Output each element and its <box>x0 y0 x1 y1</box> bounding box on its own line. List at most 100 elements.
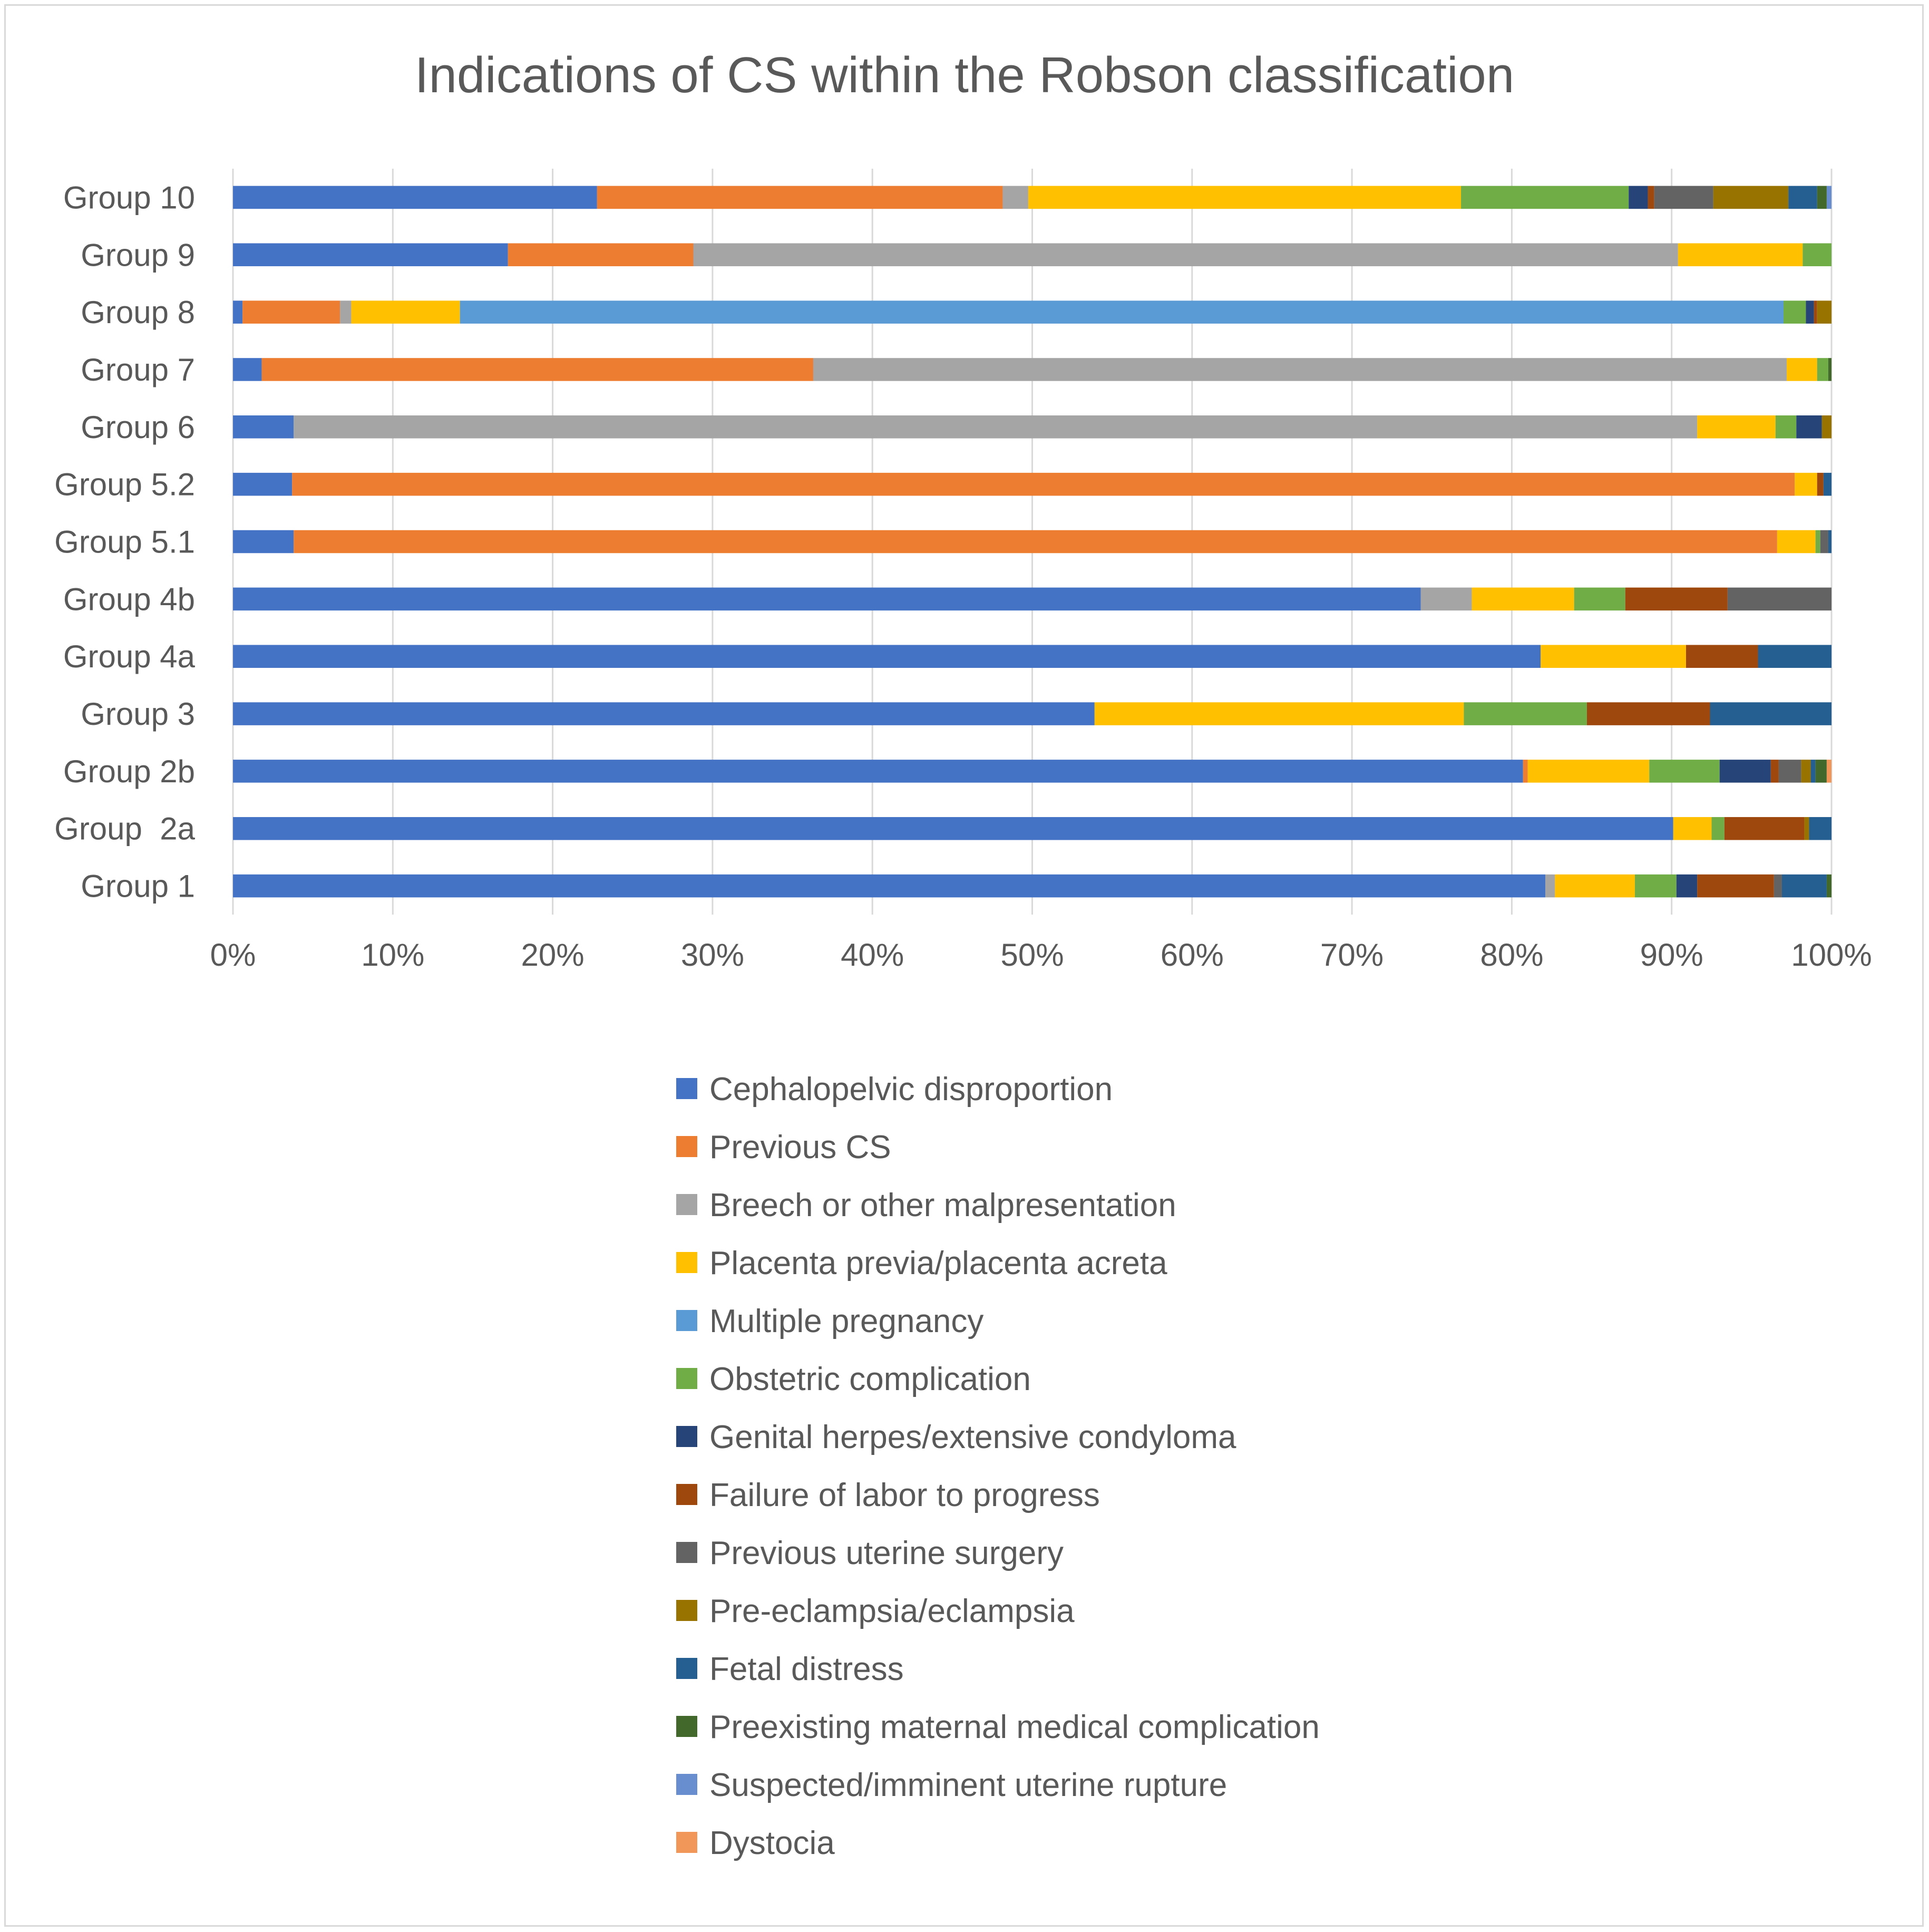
bar-obstetric-complication <box>1461 186 1629 209</box>
x-tick-label: 100% <box>1791 937 1872 973</box>
bar-placenta-previa-placenta-acreta <box>1472 587 1574 611</box>
legend-swatch <box>676 1542 697 1563</box>
legend-label: Multiple pregnancy <box>709 1303 983 1339</box>
legend-swatch <box>676 1658 697 1679</box>
x-tick-label: 10% <box>361 937 424 973</box>
bar-previous-uterine-surgery <box>1774 874 1782 898</box>
bar-obstetric-complication <box>1634 874 1677 898</box>
category-label: Group 4a <box>63 639 196 674</box>
bar-cephalopelvic-disproportion <box>233 702 1095 725</box>
bar-breech-or-other-malpresentation <box>340 300 352 324</box>
bar-failure-of-labor-to-progress <box>1648 186 1654 209</box>
x-tick-label: 80% <box>1480 937 1543 973</box>
legend-swatch <box>676 1194 697 1215</box>
bar-previous-cs <box>242 300 340 324</box>
legend-label: Fetal distress <box>709 1651 904 1687</box>
x-tick-label: 70% <box>1320 937 1384 973</box>
legend-item: Previous uterine surgery <box>676 1535 1064 1571</box>
bar-previous-cs <box>261 358 813 381</box>
legend-label: Placenta previa/placenta acreta <box>709 1245 1167 1281</box>
bar-cephalopelvic-disproportion <box>233 874 1546 898</box>
bar-breech-or-other-malpresentation <box>294 415 1698 439</box>
bar-suspected-imminent-uterine-rupture <box>1826 186 1831 209</box>
legend-item: Placenta previa/placenta acreta <box>676 1245 1167 1281</box>
legend-swatch <box>676 1136 697 1157</box>
category-label: Group 5.2 <box>54 467 195 502</box>
legend-swatch <box>676 1368 697 1389</box>
bar-placenta-previa-placenta-acreta <box>1697 415 1776 439</box>
bar-breech-or-other-malpresentation <box>693 243 1678 267</box>
bar-placenta-previa-placenta-acreta <box>1678 243 1803 267</box>
bar-pre-eclampsia-eclampsia <box>1817 300 1831 324</box>
bar-fetal-distress <box>1810 760 1816 783</box>
bar-failure-of-labor-to-progress <box>1586 702 1710 725</box>
legend-item: Previous CS <box>676 1129 891 1166</box>
bar-fetal-distress <box>1828 530 1831 554</box>
bar-cephalopelvic-disproportion <box>233 587 1421 611</box>
bar-failure-of-labor-to-progress <box>1724 817 1805 840</box>
bar-breech-or-other-malpresentation <box>1002 186 1028 209</box>
bar-obstetric-complication <box>1803 243 1831 267</box>
bar-cephalopelvic-disproportion <box>233 645 1541 668</box>
bar-pre-eclampsia-eclampsia <box>1821 415 1831 439</box>
bar-obstetric-complication <box>1649 760 1720 783</box>
bar-obstetric-complication <box>1574 587 1625 611</box>
x-tick-label: 40% <box>841 937 904 973</box>
bar-preexisting-maternal-medical-complication <box>1817 186 1827 209</box>
legend-swatch <box>676 1310 697 1331</box>
bar-genital-herpes-extensive-condyloma <box>1719 760 1771 783</box>
bar-cephalopelvic-disproportion <box>233 760 1523 783</box>
bars <box>233 186 1831 898</box>
bar-placenta-previa-placenta-acreta <box>1540 645 1686 668</box>
bar-genital-herpes-extensive-condyloma <box>1676 874 1698 898</box>
bar-previous-cs <box>292 472 1795 496</box>
bar-fetal-distress <box>1781 874 1827 898</box>
category-label: Group 1 <box>81 869 195 904</box>
bar-previous-cs <box>508 243 694 267</box>
bar-dystocia <box>1826 760 1831 783</box>
bar-cephalopelvic-disproportion <box>233 415 294 439</box>
bar-fetal-distress <box>1710 702 1831 725</box>
bar-placenta-previa-placenta-acreta <box>1527 760 1650 783</box>
bar-cephalopelvic-disproportion <box>233 300 243 324</box>
legend-swatch <box>676 1832 697 1853</box>
x-tick-label: 0% <box>210 937 256 973</box>
bar-placenta-previa-placenta-acreta <box>1795 472 1817 496</box>
legend-swatch <box>676 1426 697 1447</box>
legend-item: Fetal distress <box>676 1651 904 1687</box>
bar-multiple-pregnancy <box>460 300 1784 324</box>
bar-placenta-previa-placenta-acreta <box>351 300 460 324</box>
category-label: Group 7 <box>81 352 195 387</box>
bar-failure-of-labor-to-progress <box>1814 300 1817 324</box>
legend-label: Previous uterine surgery <box>709 1535 1064 1571</box>
bar-breech-or-other-malpresentation <box>1545 874 1555 898</box>
bar-placenta-previa-placenta-acreta <box>1777 530 1816 554</box>
bar-cephalopelvic-disproportion <box>233 186 597 209</box>
bar-obstetric-complication <box>1711 817 1725 840</box>
bar-genital-herpes-extensive-condyloma <box>1796 415 1822 439</box>
legend-item: Cephalopelvic disproportion <box>676 1071 1113 1108</box>
bar-placenta-previa-placenta-acreta <box>1028 186 1462 209</box>
chart-title: Indications of CS within the Robson clas… <box>415 47 1514 103</box>
bar-pre-eclampsia-eclampsia <box>1801 760 1811 783</box>
category-label: Group 5.1 <box>54 525 195 560</box>
bar-previous-uterine-surgery <box>1727 587 1831 611</box>
legend-item: Failure of labor to progress <box>676 1477 1100 1513</box>
bar-cephalopelvic-disproportion <box>233 243 508 267</box>
legend-label: Obstetric complication <box>709 1361 1031 1397</box>
bar-previous-uterine-surgery <box>1820 530 1828 554</box>
bar-placenta-previa-placenta-acreta <box>1094 702 1464 725</box>
category-label: Group 3 <box>81 696 195 732</box>
x-tick-label: 30% <box>681 937 744 973</box>
bar-failure-of-labor-to-progress <box>1817 472 1824 496</box>
legend-item: Dystocia <box>676 1825 835 1861</box>
category-label: Group 4b <box>63 581 195 617</box>
category-label: Group 9 <box>81 237 195 273</box>
legend-label: Preexisting maternal medical complicatio… <box>709 1709 1320 1745</box>
bar-genital-herpes-extensive-condyloma <box>1806 300 1814 324</box>
legend-swatch <box>676 1600 697 1621</box>
bar-failure-of-labor-to-progress <box>1686 645 1758 668</box>
bar-previous-cs <box>1523 760 1528 783</box>
bar-failure-of-labor-to-progress <box>1625 587 1728 611</box>
legend-item: Pre-eclampsia/eclampsia <box>676 1593 1075 1629</box>
